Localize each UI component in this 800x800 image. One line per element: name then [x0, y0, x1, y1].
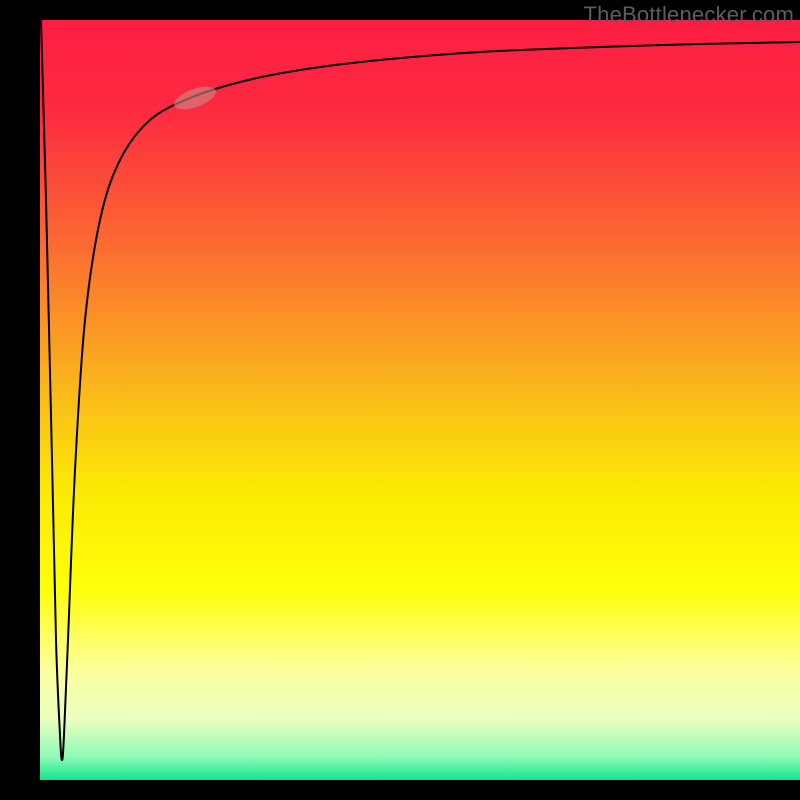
watermark-text: TheBottlenecker.com	[584, 2, 794, 28]
chart-container: TheBottlenecker.com	[0, 0, 800, 800]
chart-svg	[40, 20, 800, 780]
highlight-marker	[171, 82, 219, 114]
curve-line	[41, 20, 800, 760]
